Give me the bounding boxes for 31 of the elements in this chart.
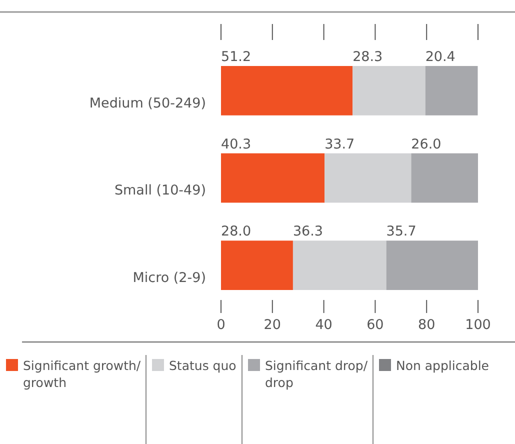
- legend-label: Significant growth/ growth: [23, 358, 142, 390]
- data-label: 26.0: [411, 136, 442, 152]
- y-tick-label: Micro (2-9): [132, 270, 206, 286]
- bar: [292, 240, 386, 290]
- bar: [221, 240, 293, 290]
- legend-label: Status quo: [169, 358, 236, 373]
- bar: [324, 153, 412, 203]
- data-label: 40.3: [221, 136, 252, 152]
- x-tick-label: 40: [315, 317, 332, 333]
- data-label: 36.3: [292, 224, 324, 240]
- data-label: 51.2: [221, 49, 252, 65]
- y-tick-label: Medium (50-249): [89, 95, 206, 112]
- data-label: 28.3: [352, 49, 383, 65]
- x-tick-label: 60: [366, 317, 384, 333]
- bar: [386, 240, 478, 290]
- bar: [352, 66, 426, 116]
- y-tick-label: Small (10-49): [114, 182, 206, 199]
- data-label: 35.7: [386, 224, 416, 240]
- legend-label: Non applicable: [396, 358, 490, 373]
- bar: [221, 66, 353, 116]
- x-tick-label: 20: [264, 317, 281, 333]
- legend-label: Significant drop/ drop: [265, 358, 368, 390]
- x-tick-label: 100: [465, 317, 491, 333]
- bar: [411, 153, 478, 203]
- bar: [425, 66, 478, 116]
- x-tick-label: 0: [216, 317, 226, 333]
- data-label: 20.4: [425, 49, 456, 65]
- data-label: 28.0: [221, 224, 252, 240]
- data-label: 33.7: [324, 136, 355, 152]
- x-tick-label: 80: [418, 317, 436, 333]
- bar: [221, 153, 325, 203]
